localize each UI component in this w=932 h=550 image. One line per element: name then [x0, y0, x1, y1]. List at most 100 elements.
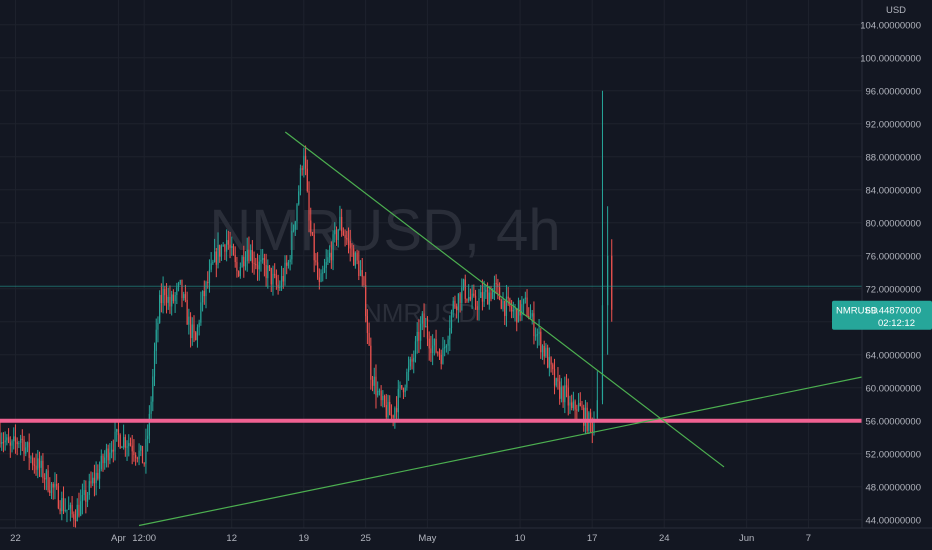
candles: [0, 90, 613, 531]
time-tick-label: 12: [226, 533, 237, 544]
candle-body: [32, 457, 34, 465]
drawings[interactable]: [0, 131, 863, 527]
candle-body: [97, 472, 99, 479]
price-tick-label: 44.00000000: [866, 515, 921, 526]
candle-body: [107, 448, 109, 461]
candle-body: [507, 296, 509, 299]
time-tick-label: Apr: [111, 533, 126, 544]
candle-body: [526, 297, 528, 316]
candle-body: [351, 248, 353, 250]
candle-body: [110, 449, 113, 453]
candle-body: [313, 234, 315, 261]
candle-body: [272, 273, 274, 285]
candle-body: [495, 283, 497, 285]
candle-body: [311, 232, 314, 235]
candle-body: [298, 191, 300, 205]
candle-body: [445, 345, 447, 348]
candle-body: [255, 263, 257, 266]
candle-body: [390, 415, 393, 417]
candle-body: [148, 413, 150, 436]
candle-body: [325, 262, 327, 268]
candle-body: [502, 301, 504, 309]
candle-body: [577, 402, 580, 411]
candle-body: [375, 376, 377, 396]
time-tick-label: 10: [515, 533, 526, 544]
time-tick-label: 7: [806, 533, 811, 544]
candle-body: [540, 331, 542, 353]
candle-body: [555, 378, 557, 386]
candle-body: [186, 299, 188, 325]
candle-body: [224, 245, 226, 252]
candle-body: [219, 244, 221, 257]
candle-body: [37, 458, 39, 470]
time-axis[interactable]: 22 Apr 12:00 12 19 25 May 10 17 24 Jun 7: [0, 527, 932, 550]
candle-body: [567, 387, 569, 406]
candle-body: [52, 483, 54, 488]
candle-body: [86, 495, 89, 502]
candle-body: [20, 438, 22, 443]
candle-body: [167, 296, 169, 303]
trendline-ascending[interactable]: [138, 376, 863, 527]
candle-body: [258, 261, 260, 270]
candle-body: [260, 259, 262, 262]
candle-body: [56, 484, 58, 487]
candle-body: [411, 359, 413, 362]
candle-body: [394, 408, 396, 418]
price-tick-label: 64.00000000: [866, 350, 921, 361]
candle-body: [215, 251, 217, 265]
candle-body: [81, 494, 84, 502]
candle-body: [213, 251, 216, 262]
candle-body: [318, 277, 320, 282]
candle-body: [76, 504, 78, 522]
price-tick-label: 60.00000000: [866, 383, 921, 394]
candle-body: [560, 386, 562, 399]
candle-body: [145, 438, 147, 464]
candle-body: [583, 407, 585, 426]
candle-body: [44, 478, 46, 480]
candle-body: [354, 252, 356, 266]
candle-body: [504, 301, 506, 316]
last-price-badge: NMRUSD 69.44870000 02:12:12: [832, 300, 932, 330]
candle-body: [267, 265, 269, 279]
candle-body: [421, 313, 423, 324]
candle-body: [35, 465, 37, 470]
candle-body: [169, 296, 171, 307]
candle-body: [2, 442, 5, 444]
candle-body: [236, 262, 238, 272]
candle-body: [248, 249, 250, 261]
candle-body: [514, 308, 516, 311]
price-tick-label: 96.00000000: [866, 86, 921, 97]
candle-body: [30, 457, 32, 459]
candle-body: [21, 438, 23, 440]
candle-body: [105, 448, 108, 458]
candle-body: [320, 273, 322, 282]
candle-body: [490, 292, 492, 299]
candle-body: [301, 168, 303, 170]
candle-body: [165, 295, 168, 303]
trendline-descending[interactable]: [284, 131, 725, 468]
candle-body: [377, 390, 379, 396]
candle-body: [128, 443, 130, 447]
candle-body: [356, 252, 358, 261]
candle-body: [397, 388, 399, 413]
candle-body: [71, 504, 73, 515]
candle-body: [420, 323, 422, 341]
candle-body: [413, 357, 415, 362]
candle-body: [78, 504, 80, 516]
candle-body: [80, 501, 82, 516]
time-tick-label: 25: [360, 533, 371, 544]
candle-body: [488, 292, 490, 305]
price-axis[interactable]: USD 104.00000000 100.00000000 96.00000000 9…: [860, 0, 932, 528]
candle-body: [576, 409, 578, 411]
candle-body: [579, 402, 581, 407]
candle-body: [395, 408, 398, 413]
candle-body: [121, 447, 123, 449]
candle-body: [143, 463, 145, 465]
candle-body: [226, 240, 228, 252]
price-tick-label: 52.00000000: [866, 449, 921, 460]
candle-body: [227, 240, 229, 245]
price-axis-background: [862, 0, 932, 528]
price-tick-label: 56.00000000: [866, 416, 921, 427]
candle-body: [18, 442, 20, 445]
